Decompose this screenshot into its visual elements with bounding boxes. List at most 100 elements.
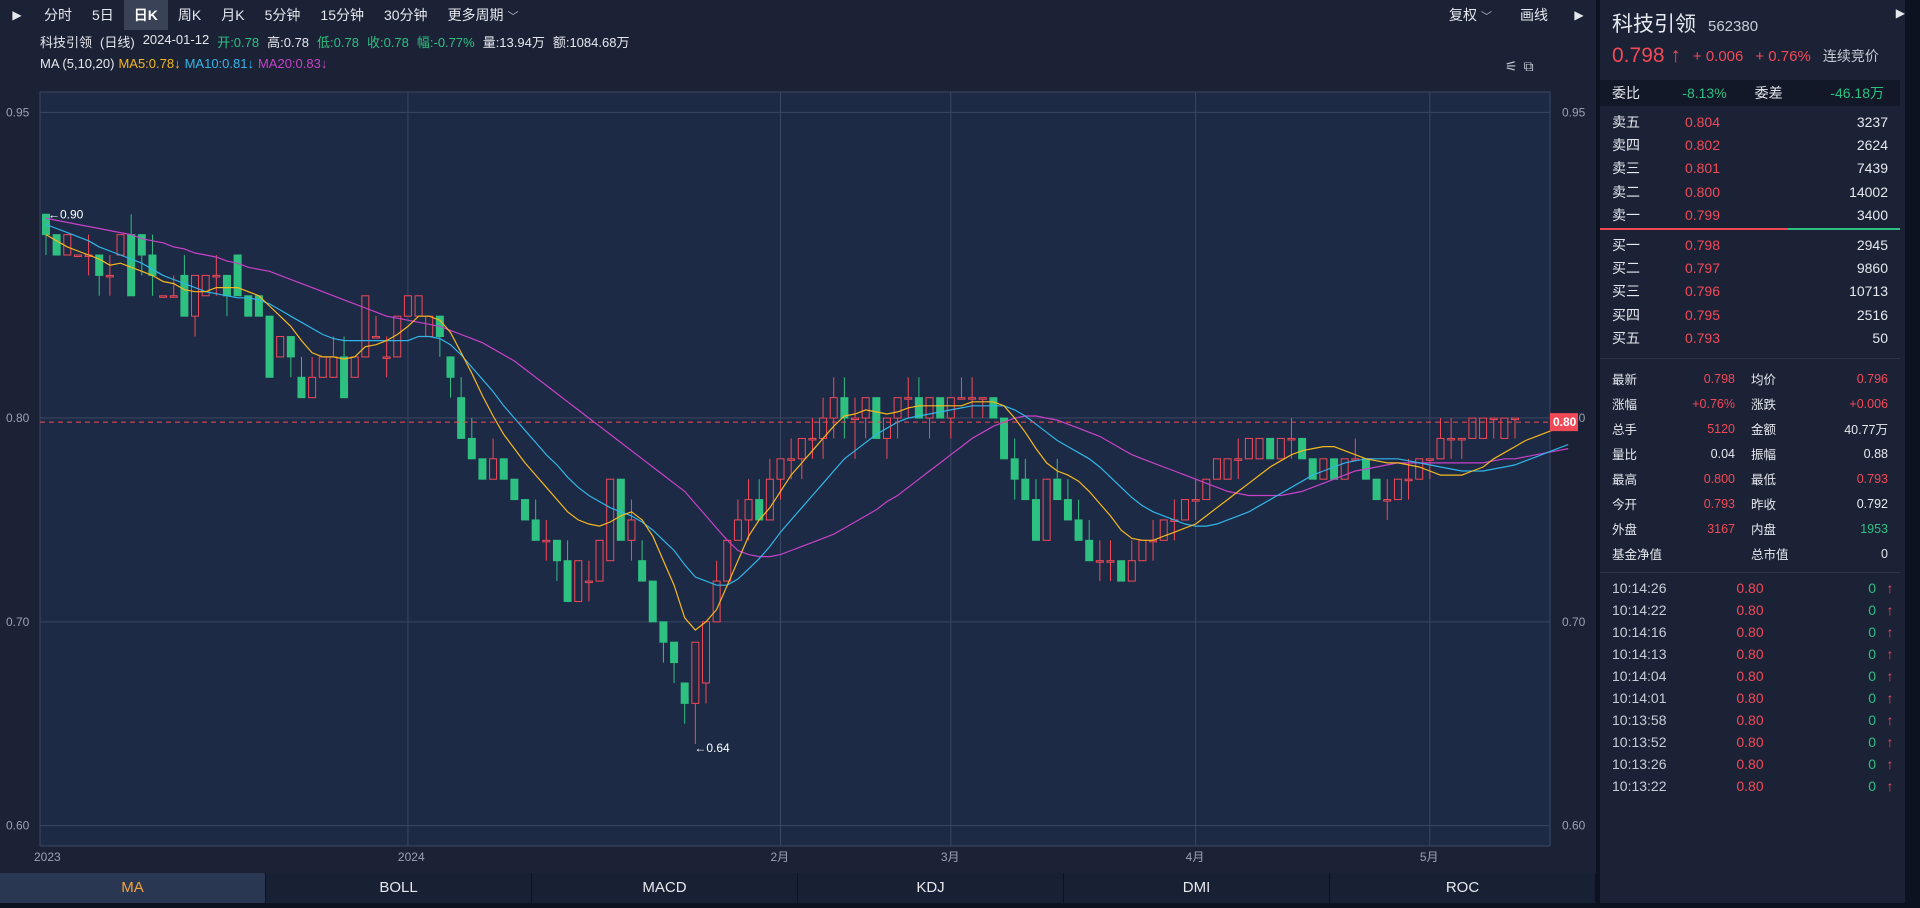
candle [446, 356, 455, 378]
candle [159, 295, 168, 298]
bid-row[interactable]: 买四 0.795 2516 [1600, 303, 1900, 326]
draw-line-button[interactable]: 画线 [1520, 7, 1548, 23]
stat-label: 均价 [1751, 373, 1777, 387]
ask-row[interactable]: 卖五 0.804 3237 [1600, 110, 1900, 133]
candle [765, 478, 774, 521]
book-label: 卖三 [1612, 160, 1640, 177]
period-tab[interactable]: 5分钟 [264, 7, 301, 23]
candle [1425, 458, 1434, 461]
book-label: 买四 [1612, 306, 1640, 323]
tick-time: 10:13:58 [1612, 712, 1667, 728]
tick-row: 10:13:58 0.80 0 ↑ [1600, 709, 1900, 731]
book-price: 0.798 [1684, 236, 1720, 253]
chart-tools: ⚟ ⧉ [1505, 58, 1534, 75]
more-periods-button[interactable]: 更多周期 ﹀ [438, 0, 529, 30]
indicator-tab[interactable]: DMI [1064, 873, 1330, 903]
arrow-up-icon: ↑ [1886, 778, 1894, 794]
candle [414, 295, 423, 317]
expand-icon[interactable]: ⧉ [1523, 58, 1534, 74]
stat-label: 涨幅 [1612, 398, 1638, 412]
bid-row[interactable]: 买二 0.797 9860 [1600, 256, 1900, 279]
candle [627, 519, 636, 541]
play-icon[interactable]: ▶ [1574, 8, 1584, 22]
candle [361, 295, 370, 358]
tick-price: 0.80 [1736, 734, 1764, 750]
indicator-tab[interactable]: BOLL [266, 873, 532, 903]
period-tab[interactable]: 30分钟 [383, 7, 428, 23]
period-tab[interactable]: 日K [123, 0, 168, 30]
quote-code: 562380 [1708, 18, 1759, 35]
indicator-tab[interactable]: MACD [532, 873, 798, 903]
weibi-row: 委比 -8.13% 委差 -46.18万 [1600, 80, 1900, 106]
last-price: 0.798 ↑ [1612, 44, 1681, 67]
candle [1500, 417, 1509, 439]
bid-row[interactable]: 买一 0.798 2945 [1600, 233, 1900, 256]
stat-value: 3167 [1707, 521, 1735, 536]
indicator-tab[interactable]: ROC [1330, 873, 1596, 903]
quote-name: 科技引领 [1612, 13, 1696, 36]
fuquan-button[interactable]: 复权 ﹀ [1435, 0, 1506, 30]
current-price-tag [1550, 413, 1578, 432]
candle [222, 274, 231, 297]
candle [861, 397, 870, 419]
period-tab[interactable]: 月K [221, 7, 245, 23]
candle [1095, 560, 1104, 563]
stat-label: 基金净值 [1612, 548, 1663, 562]
plot-border [39, 91, 1551, 847]
indicator-tab[interactable]: MA [0, 873, 266, 903]
candle [989, 397, 998, 419]
candle [201, 274, 210, 297]
candle [712, 580, 721, 623]
candle [457, 397, 466, 439]
indicator-tab[interactable]: KDJ [798, 873, 1064, 903]
candle [531, 519, 540, 541]
play-icon[interactable]: ▶ [1895, 6, 1905, 20]
period-tab[interactable]: 分时 [44, 7, 72, 23]
candle [233, 254, 242, 297]
candle [1181, 499, 1190, 521]
chevron-down-icon: ﹀ [1481, 11, 1492, 23]
book-volume: 3237 [1856, 113, 1888, 130]
stat-value: 40.77万 [1844, 423, 1888, 437]
ask-row[interactable]: 卖三 0.801 7439 [1600, 157, 1900, 180]
ask-row[interactable]: 卖四 0.802 2624 [1600, 133, 1900, 156]
book-label: 卖二 [1612, 183, 1640, 200]
max-marker-label: ←0.90 [48, 207, 84, 221]
trading-state: 连续竞价 [1822, 48, 1879, 64]
info-volume: 量:13.94万 [482, 35, 545, 50]
book-volume: 2624 [1856, 136, 1888, 153]
candle [1511, 417, 1519, 421]
settings-sliders-icon[interactable]: ⚟ [1505, 58, 1518, 74]
bid-row[interactable]: 买五 0.793 50 [1600, 326, 1900, 349]
ask-row[interactable]: 卖二 0.800 14002 [1600, 180, 1900, 203]
period-tab[interactable]: 5日 [92, 7, 114, 23]
candle [73, 254, 82, 258]
x-tick-label: 5月 [1420, 850, 1439, 864]
kline-chart[interactable]: 0.95 0.95 0.80 0.80 0.70 0.70 0.60 0.60 2023 2024… [0, 74, 1596, 864]
stat-row: 基金净值 总市值 0 [1600, 541, 1900, 566]
bid-row[interactable]: 买三 0.796 10713 [1600, 280, 1900, 303]
candle [1489, 417, 1498, 421]
toolbar-right: 复权 ﹀ 画线 ▶ [1435, 0, 1596, 30]
candle [105, 274, 114, 278]
tick-volume: 0 [1868, 646, 1876, 662]
stat-row: 涨幅 +0.76% 涨跌 +0.006 [1600, 391, 1900, 416]
x-tick-label: 2月 [771, 850, 790, 864]
ask-row[interactable]: 卖一 0.799 3400 [1600, 203, 1900, 226]
tick-time: 10:14:13 [1612, 646, 1667, 662]
period-tab[interactable]: 15分钟 [320, 7, 364, 23]
candle [1010, 458, 1019, 480]
x-tick-label: 2023 [34, 850, 61, 864]
tick-row: 10:13:52 0.80 0 ↑ [1600, 731, 1900, 753]
candle [276, 336, 285, 358]
period-toolbar: ▶ 分时 5日 日K 周K 月K 5分钟 15分钟 30分钟 更多周期 ﹀ 复权 ﹀ 画线 ▶ [0, 0, 1596, 30]
right-scrollbar[interactable] [1905, 0, 1920, 908]
period-tab[interactable]: 周K [177, 7, 202, 23]
stat-row: 最新 0.798 均价 0.796 [1600, 366, 1900, 391]
tick-price: 0.80 [1736, 624, 1764, 640]
ohlc-info-line: 科技引领 (日线) 2024-01-12 开:0.78 高:0.78 低:0.7… [40, 32, 629, 50]
play-icon[interactable]: ▶ [12, 8, 22, 22]
book-divider [1600, 228, 1900, 230]
candle [808, 437, 817, 441]
y-tick-label: 0.80 [6, 411, 30, 425]
